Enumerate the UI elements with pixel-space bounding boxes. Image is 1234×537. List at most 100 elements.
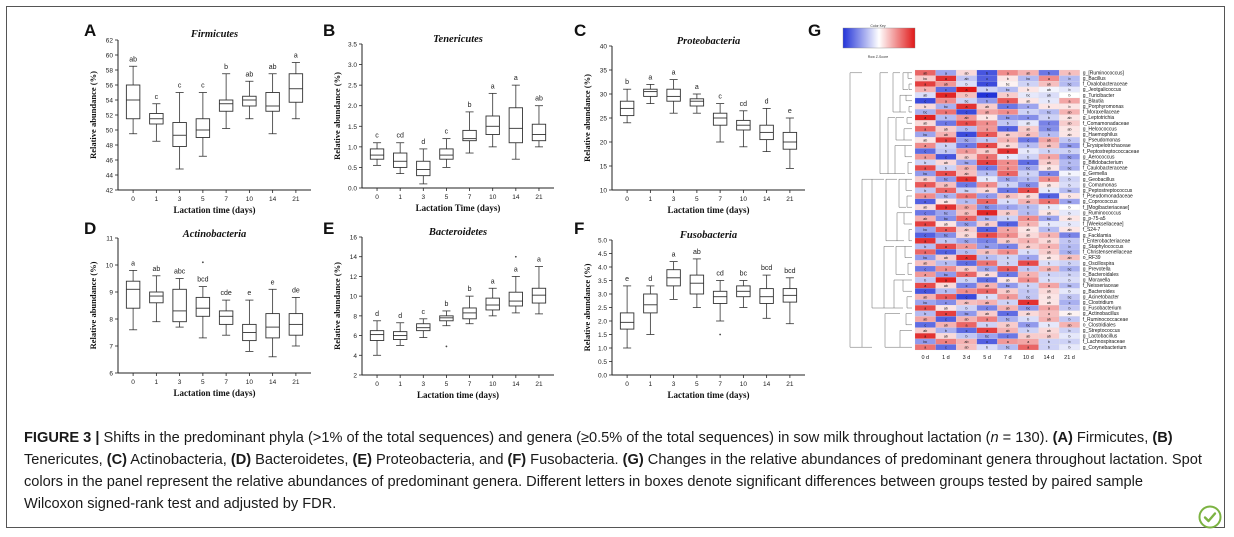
heatmap-row-label: g_Facklamia [1083,233,1112,239]
color-key-axis-label: Row Z-Score [868,55,888,59]
heatmap-row: ab a c b a bc ab bc g_Acinetobacter [914,293,1119,300]
y-axis-label: Relative abundance (%) [88,71,98,159]
y-tick-label: 62 [106,38,114,45]
x-tick-label: 0 [131,196,135,203]
significance-letter: ab [269,64,277,71]
significance-letter: a [491,83,495,90]
heatmap-row-label: g_Fusobacterium [1083,306,1122,312]
x-tick-label: 10 [246,196,254,203]
heatmap-cell-letter: b [924,88,926,92]
heatmap-cell-letter: ab [1047,329,1051,333]
x-tick-label: 21 [786,381,794,388]
heatmap-cell-letter: ab [985,111,989,115]
heatmap-cell-letter: c [1007,335,1009,339]
heatmap-cell-letter: a [924,183,926,187]
heatmap-cell-letter: bc [944,217,948,221]
heatmap-cell-letter: ab [1047,290,1051,294]
heatmap-cell-letter: b [1048,223,1050,227]
heatmap-cell-letter: c [945,301,947,305]
heatmap-cell-letter: ab [1068,228,1072,232]
heatmap-cell-letter: a [1027,239,1029,243]
heatmap-cell-letter: bc [1068,83,1072,87]
panel-title: Tenericutes [433,34,483,45]
heatmap-cell-letter: bc [985,245,989,249]
panel-letter: F [574,219,584,238]
heatmap-row-label: g_p-75-a5 [1083,216,1106,222]
box-iqr [531,123,547,142]
heatmap-cell-letter: bc [1006,284,1010,288]
box-iqr [393,152,408,168]
heatmap-cell-letter: a [966,122,968,126]
x-tick-label: 14 [763,196,771,203]
heatmap-row-label: f_Moraxellaceae [1083,110,1120,116]
heatmap-row: a c ab b bc a b b g_Corynebacterium [914,344,1126,351]
caption-panel-ref: (D) [230,452,252,468]
box-iqr [172,122,187,147]
heatmap-cell-letter: a [1027,340,1029,344]
heatmap-row-label: g_Haemophilus [1083,132,1118,138]
heatmap-cell-letter: bc [1026,323,1030,327]
figure-frame [6,6,1225,528]
heatmap-cell-letter: a [1007,139,1009,143]
box-iqr [416,323,431,332]
x-tick-label: 3 [421,381,425,388]
heatmap-row: ab bc a b bc b a b g_Geobacillus [914,176,1115,183]
y-tick-label: 1.0 [348,144,357,151]
heatmap-cell-letter: ab [944,127,948,131]
box-iqr [689,274,705,295]
y-tick-label: 56 [106,83,114,90]
y-tick-label: 48 [106,143,114,150]
heatmap-cell-letter: a [966,290,968,294]
significance-letter: bcd [761,265,772,272]
heatmap-cell-letter: a [924,167,926,171]
heatmap-cell-letter: b [986,295,988,299]
significance-letter: e [247,290,251,297]
heatmap-row: c bc ab a a ab a c g_Facklamia [914,232,1112,239]
heatmap-cell-letter: a [1007,340,1009,344]
heatmap-cell-letter: b [1027,144,1029,148]
heatmap-cell-letter: b [986,139,988,143]
heatmap-cell-letter: b [945,144,947,148]
box-5: c [195,83,211,157]
heatmap-cell-letter: b [1048,340,1050,344]
x-tick-label: 10 [489,194,497,201]
heatmap-cell-letter: bc [985,335,989,339]
heatmap-cell-letter: bc [1068,144,1072,148]
box-3: d [416,139,431,185]
heatmap-row-label: f_Neisseriaceae [1083,283,1119,289]
outlier-point [719,333,722,336]
box-iqr [689,98,705,107]
heatmap-cell-letter: a [945,71,947,75]
x-tick-label: 1 [649,381,653,388]
heatmap-cell-letter: ab [1047,301,1051,305]
y-tick-label: 1.5 [348,124,357,131]
heatmap-cell-letter: bc [1026,183,1030,187]
heatmap-cell-letter: ab [985,189,989,193]
heatmap-cell-letter: ab [985,312,989,316]
heatmap-cell-letter: b [1069,161,1071,165]
heatmap-cell-letter: ab [1047,183,1051,187]
x-tick-label: 21 [292,379,300,386]
heatmap-cell-letter: b [1069,178,1071,182]
heatmap-row: bc ab c a ab ab b ab g_Haemophilus [914,131,1118,138]
heatmap-cell-letter: b [1069,273,1071,277]
caption-panel-text: Firmicutes, [1072,430,1153,446]
heatmap-row: c b a ab a b b b f_Peptostreptococcaceae [914,148,1139,155]
heatmap-cell-letter: c [1007,105,1009,109]
heatmap-cell-letter: b [1048,189,1050,193]
outlier-point [514,255,517,258]
significance-letter: e [625,276,629,283]
box-iqr [508,107,523,144]
significance-letter: d [375,311,379,318]
y-tick-label: 2.5 [348,83,357,90]
heatmap-row-label: f_Enterobacteriaceae [1083,238,1131,244]
heatmap-cell-letter: a [945,279,947,283]
y-axis-label: Relative abundance (%) [582,74,592,162]
heatmap-cell-letter: bc [944,195,948,199]
heatmap-cell-letter: b [945,329,947,333]
heatmap-cell-letter: c [1069,301,1071,305]
panel-title: Actinobacteria [182,229,247,240]
